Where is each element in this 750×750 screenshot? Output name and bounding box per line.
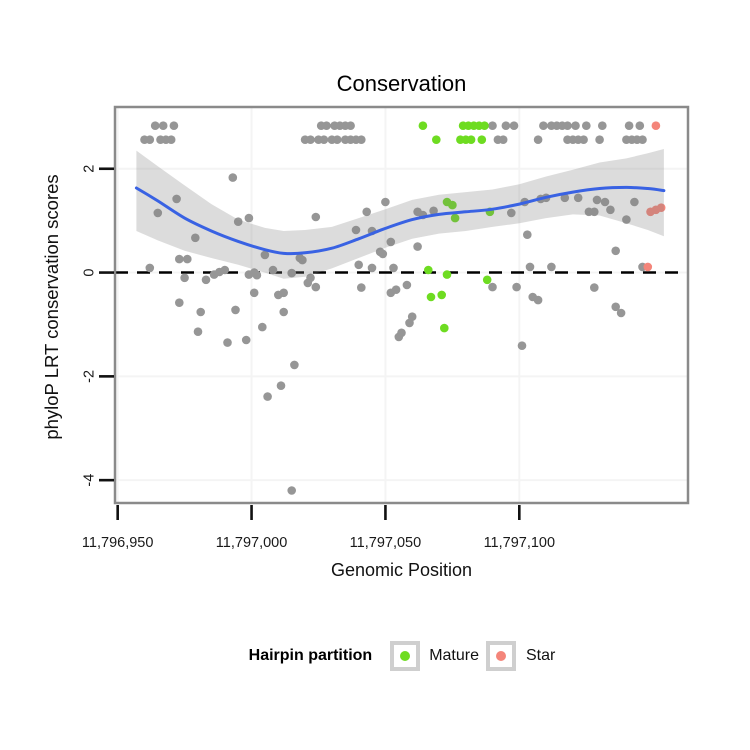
svg-text:11,796,950: 11,796,950: [82, 535, 154, 551]
y-axis-title: phyloP LRT conservation scores: [41, 174, 62, 440]
legend-key-mature: [390, 641, 421, 671]
svg-text:2: 2: [82, 165, 98, 173]
legend-label-star: Star: [526, 647, 556, 664]
svg-text:-2: -2: [82, 370, 98, 383]
svg-text:11,797,100: 11,797,100: [484, 535, 556, 551]
svg-text:11,797,050: 11,797,050: [350, 535, 422, 551]
legend-label-mature: Mature: [429, 647, 479, 664]
chart-title: Conservation: [336, 71, 467, 96]
legend-key-star: [486, 641, 516, 671]
legend: Hairpin partition Mature Star: [27, 640, 750, 672]
svg-text:0: 0: [82, 269, 98, 277]
x-axis-title: Genomic Position: [330, 560, 473, 580]
legend-title: Hairpin partition: [248, 647, 373, 664]
mature-dot-icon: [400, 651, 411, 661]
svg-text:11,797,000: 11,797,000: [216, 535, 288, 551]
star-dot-icon: [496, 651, 506, 661]
svg-text:-4: -4: [82, 474, 98, 487]
